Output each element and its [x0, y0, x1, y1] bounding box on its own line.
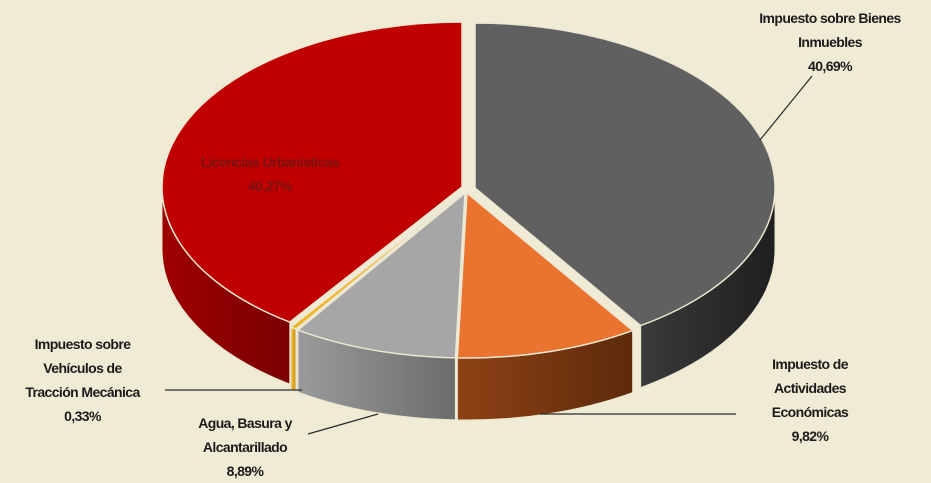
pie-slice-iae — [456, 191, 635, 359]
slice-label-line: Impuesto sobre — [34, 336, 131, 352]
label-agua-basura-alcantarillado: Agua, Basura y Alcantarillado 8,89% — [180, 411, 310, 483]
pie-side-ivtm — [290, 326, 297, 392]
leader-abya — [307, 413, 379, 435]
pie-slice-abya — [296, 191, 466, 359]
label-impuesto-vehiculos-traccion-mecanica: Impuesto sobre Vehículos de Tracción Mec… — [0, 332, 165, 428]
slice-value-label: 9,82% — [791, 428, 829, 444]
pie-slice-lu — [161, 21, 463, 323]
label-impuesto-actividades-economicas: Impuesto de Actividades Económicas 9,82% — [740, 352, 880, 448]
pie-slice-ivtm — [289, 191, 464, 330]
slice-label-line: Impuesto de — [772, 356, 848, 372]
slice-label-line: Vehículos de — [43, 360, 122, 376]
slice-label-line: Impuesto sobre Bienes — [759, 10, 901, 26]
slice-value-label: 0,33% — [64, 408, 101, 424]
slice-value-label: 40,27% — [248, 178, 292, 194]
slice-value-label: 8,89% — [226, 463, 264, 479]
slice-label-line: Agua, Basura y — [198, 415, 292, 431]
slice-label-line: Inmuebles — [798, 34, 862, 50]
label-licencias-urbanisticas: Licencias Urbanísticas 40,27% — [170, 150, 370, 198]
label-impuesto-bienes-inmuebles: Impuesto sobre Bienes Inmuebles 40,69% — [720, 6, 931, 78]
slice-label-line: Alcantarillado — [202, 439, 288, 455]
slice-value-label: 40,69% — [808, 58, 852, 74]
slice-label-line: Tracción Mecánica — [25, 384, 140, 400]
leader-ibi — [759, 75, 813, 141]
slice-label-line: Licencias Urbanísticas — [200, 154, 340, 170]
slice-label-line: Actividades — [774, 380, 847, 396]
slice-label-line: Económicas — [771, 404, 849, 420]
pie-slice-ibi — [474, 22, 776, 327]
